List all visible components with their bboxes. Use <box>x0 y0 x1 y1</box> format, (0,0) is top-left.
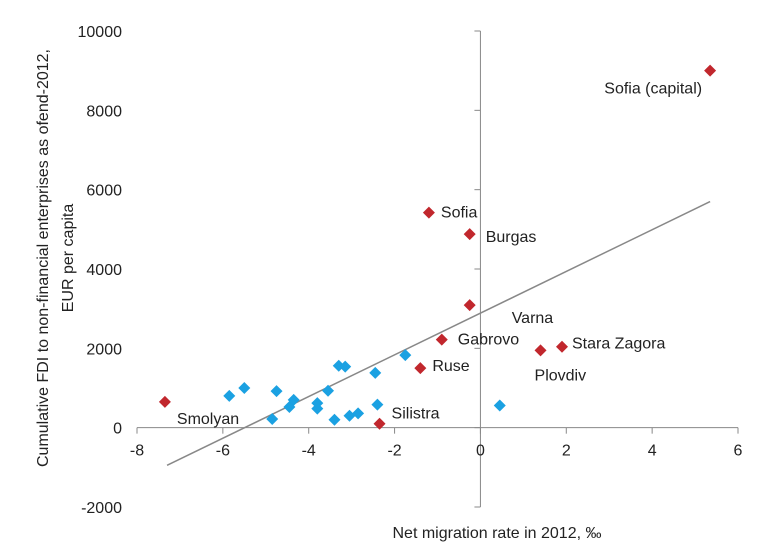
highlight-point <box>422 206 435 219</box>
x-tick-label: -4 <box>302 443 316 460</box>
y-tick-label: 8000 <box>86 103 122 120</box>
highlight-point <box>463 299 476 312</box>
x-tick-label: -6 <box>216 443 230 460</box>
point-label: Ruse <box>432 358 469 375</box>
point-label: Silistra <box>392 406 440 423</box>
data-point <box>399 349 412 362</box>
data-point <box>493 399 506 412</box>
point-label: Stara Zagora <box>572 336 665 353</box>
data-point <box>343 409 356 422</box>
highlight-point <box>555 340 568 353</box>
data-point <box>352 407 365 420</box>
point-label: Gabrovo <box>458 332 519 349</box>
data-point <box>238 382 251 394</box>
point-label: Sofia <box>441 205 478 222</box>
x-tick-label: -2 <box>387 443 401 460</box>
x-tick-label: 0 <box>476 443 485 460</box>
data-point <box>339 360 352 373</box>
x-tick-label: 6 <box>734 443 743 460</box>
highlight-point <box>158 395 171 408</box>
y-axis-title-line-2: EUR per capita <box>60 204 77 313</box>
trendline <box>166 200 711 467</box>
y-tick-label: 2000 <box>86 341 122 358</box>
y-tick-label: 0 <box>113 421 122 438</box>
y-tick-label: 4000 <box>86 262 122 279</box>
highlight-point <box>534 344 547 357</box>
point-label: Smolyan <box>177 411 239 428</box>
point-label: Burgas <box>486 229 537 246</box>
y-tick-label: -2000 <box>81 500 122 517</box>
point-labels-group: Sofia (capital) Sofia Burgas Varna Gabrovo St… <box>177 81 702 428</box>
x-tick-label: -8 <box>130 443 144 460</box>
x-tick-label: 2 <box>562 443 571 460</box>
data-point <box>369 366 382 379</box>
axes: -8 -6 -4 -2 0 2 4 6 -2000 0 2000 4000 6000 8000 10000 <box>78 24 743 517</box>
highlight-point <box>463 228 476 241</box>
data-point <box>270 385 283 398</box>
data-point <box>223 389 236 402</box>
axis-titles: Net migration rate in 2012, ‰ Cumulative… <box>35 49 602 542</box>
y-tick-label: 6000 <box>86 183 122 200</box>
point-label: Sofia (capital) <box>604 81 702 98</box>
highlight-point <box>704 64 717 77</box>
points-group <box>158 64 717 430</box>
point-label: Varna <box>512 310 554 327</box>
data-point <box>266 412 279 425</box>
point-label: Plovdiv <box>535 367 587 384</box>
highlight-point <box>435 333 448 346</box>
y-tick-label: 10000 <box>78 24 123 41</box>
x-tick-label: 4 <box>648 443 657 460</box>
data-point <box>322 384 335 397</box>
data-point <box>328 413 341 426</box>
y-axis-title-line-1: Cumulative FDI to non-financial enterpri… <box>35 49 52 467</box>
highlight-point <box>414 362 427 375</box>
trendline-group <box>166 200 711 467</box>
data-point <box>287 393 300 406</box>
data-point <box>311 397 324 410</box>
highlight-point <box>373 417 386 430</box>
data-point <box>371 398 384 411</box>
x-axis-title: Net migration rate in 2012, ‰ <box>393 525 602 542</box>
